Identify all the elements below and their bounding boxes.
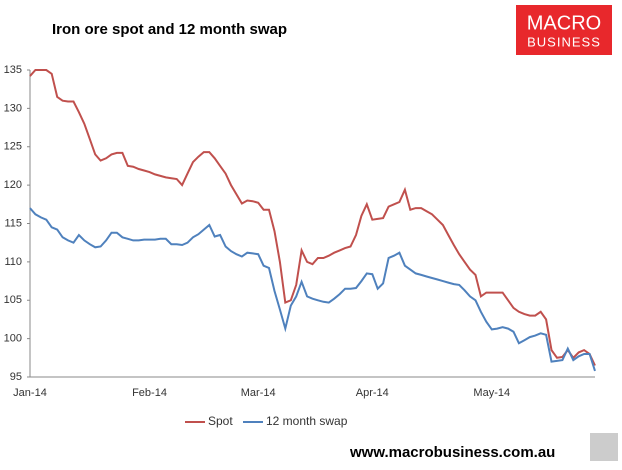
wolf-icon: [590, 433, 618, 461]
x-tick-label: Jan-14: [13, 387, 47, 399]
y-tick-label: 125: [4, 141, 22, 153]
logo-bottom: BUSINESS: [527, 34, 601, 49]
line-series: [29, 69, 596, 366]
y-tick-label: 135: [4, 64, 22, 76]
logo: [516, 5, 612, 55]
x-tick-label: Apr-14: [356, 387, 389, 399]
y-tick-label: 95: [10, 371, 22, 383]
x-tick-label: May-14: [473, 387, 510, 399]
line-series: [29, 207, 596, 372]
x-tick-label: Feb-14: [132, 387, 167, 399]
legend-label: 12 month swap: [266, 414, 348, 428]
y-tick-label: 105: [4, 294, 22, 306]
footer-url: www.macrobusiness.com.au: [349, 444, 555, 461]
logo-top: MACRO: [527, 12, 601, 34]
y-tick-label: 130: [4, 102, 22, 114]
chart-title: Iron ore spot and 12 month swap: [52, 21, 287, 38]
x-tick-label: Mar-14: [241, 387, 276, 399]
y-tick-label: 100: [4, 333, 22, 345]
y-tick-label: 120: [4, 179, 22, 191]
legend-label: Spot: [208, 414, 233, 428]
y-tick-label: 110: [4, 256, 22, 268]
y-tick-label: 115: [4, 217, 22, 229]
